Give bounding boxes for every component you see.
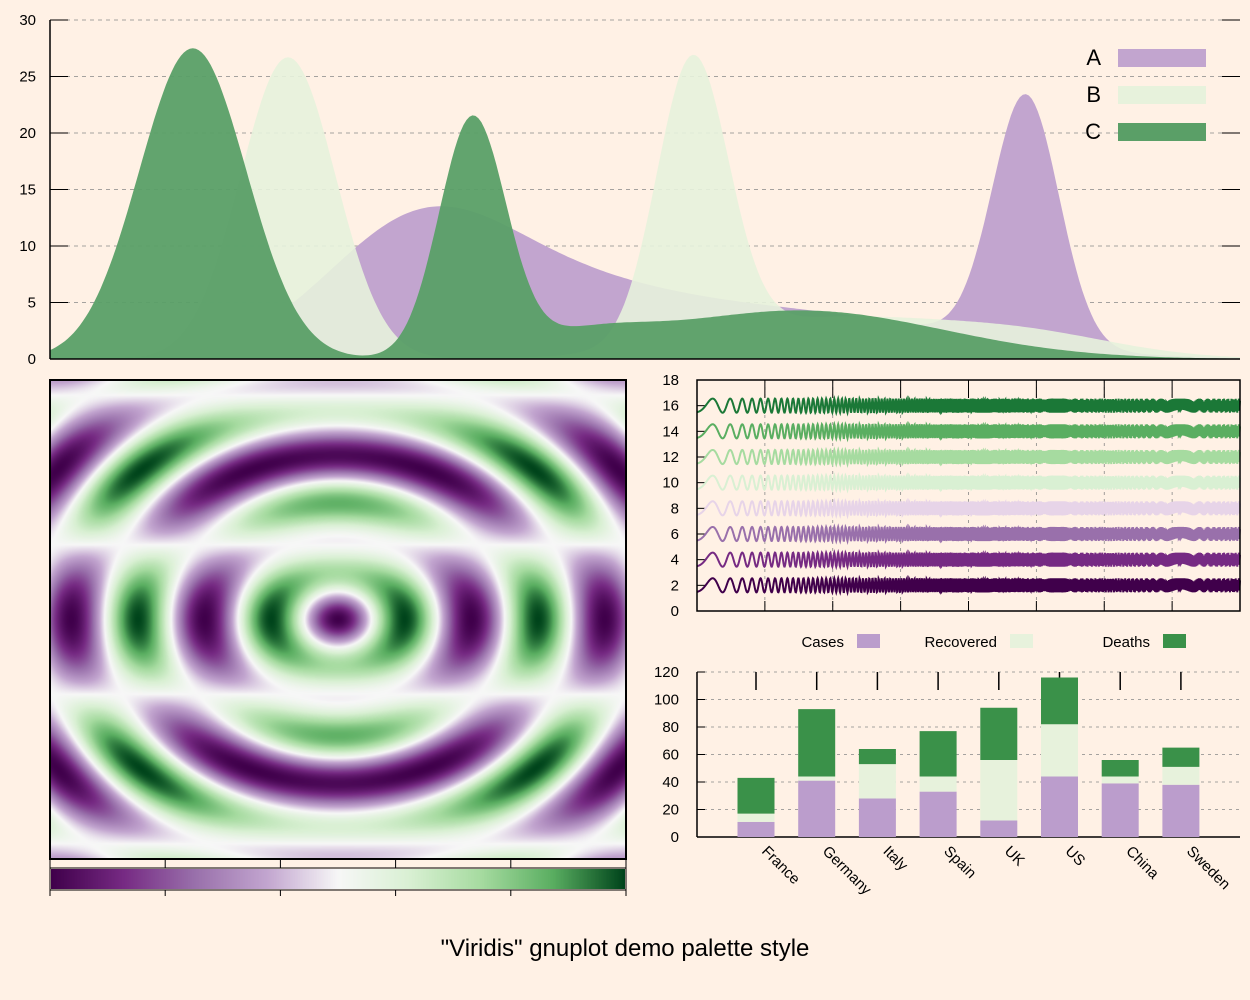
bar-cases bbox=[737, 821, 775, 837]
bar-recovered bbox=[858, 764, 896, 799]
bars-legend-swatch bbox=[857, 634, 880, 648]
peaks-ytick-label: 20 bbox=[19, 125, 36, 142]
bar-deaths bbox=[1101, 760, 1139, 777]
peaks-legend-swatch bbox=[1118, 86, 1206, 104]
bars-category-label: China bbox=[1122, 843, 1162, 883]
colorbar-canvas bbox=[51, 869, 625, 889]
peaks-ytick-label: 0 bbox=[28, 351, 36, 368]
bars-ytick-label: 0 bbox=[671, 829, 679, 846]
peaks-ytick-label: 5 bbox=[28, 295, 36, 312]
bar-deaths bbox=[1162, 747, 1200, 767]
bar-cases bbox=[858, 798, 896, 837]
bar-recovered bbox=[737, 813, 775, 822]
waves-ytick-label: 4 bbox=[671, 552, 679, 569]
bars-category-label: Sweden bbox=[1183, 843, 1233, 893]
waves-series-8 bbox=[696, 497, 1241, 520]
waves-series-12 bbox=[696, 446, 1241, 469]
peaks-series-B bbox=[50, 54, 1240, 360]
bar-cases bbox=[919, 791, 957, 837]
bar-deaths bbox=[1041, 677, 1078, 725]
bar-recovered bbox=[980, 760, 1018, 821]
peaks-legend-label: A bbox=[1086, 45, 1101, 70]
waves-ytick-label: 2 bbox=[671, 577, 679, 594]
bar-cases bbox=[980, 820, 1018, 837]
bar-cases bbox=[798, 780, 836, 837]
bars-category-label: UK bbox=[1001, 843, 1028, 870]
bar-deaths bbox=[919, 731, 957, 777]
peaks-ytick-label: 30 bbox=[19, 12, 36, 29]
bars-ytick-label: 60 bbox=[662, 747, 679, 764]
bar-cases bbox=[1162, 784, 1200, 837]
bars-category-label: US bbox=[1062, 843, 1089, 870]
colorbar-frame bbox=[49, 867, 627, 891]
waves-series-4 bbox=[696, 548, 1241, 571]
heatmap-frame bbox=[49, 379, 627, 860]
bars-ytick-label: 20 bbox=[662, 802, 679, 819]
waves-series-2 bbox=[696, 574, 1241, 597]
peaks-ytick-label: 10 bbox=[19, 238, 36, 255]
bar-recovered bbox=[1041, 724, 1078, 777]
waves-series-6 bbox=[696, 523, 1241, 546]
bar-deaths bbox=[980, 707, 1018, 760]
bar-recovered bbox=[919, 776, 957, 792]
waves-series-14 bbox=[696, 420, 1241, 443]
peaks-ytick-label: 15 bbox=[19, 182, 36, 199]
bars-category-label: France bbox=[758, 843, 803, 888]
peaks-legend-swatch bbox=[1118, 123, 1206, 141]
bars-ytick-label: 120 bbox=[654, 664, 679, 681]
waves-ytick-label: 6 bbox=[671, 526, 679, 543]
peaks-series-C bbox=[50, 48, 1240, 359]
bars-legend-label: Cases bbox=[801, 634, 844, 651]
bars-category-label: Spain bbox=[940, 843, 979, 882]
bar-deaths bbox=[858, 749, 896, 765]
waves-series-10 bbox=[696, 471, 1241, 494]
bars-ytick-label: 80 bbox=[662, 719, 679, 736]
bar-recovered bbox=[1101, 776, 1139, 784]
waves-ytick-label: 8 bbox=[671, 500, 679, 517]
bars-legend-label: Deaths bbox=[1102, 634, 1150, 651]
heatmap-canvas bbox=[51, 381, 625, 858]
bars-legend-swatch bbox=[1010, 634, 1033, 648]
peaks-legend-label: B bbox=[1086, 82, 1101, 107]
waves-ytick-label: 10 bbox=[662, 475, 679, 492]
bars-legend-swatch bbox=[1163, 634, 1186, 648]
bar-deaths bbox=[798, 709, 836, 777]
bars-legend-label: Recovered bbox=[924, 634, 997, 651]
peaks-legend-swatch bbox=[1118, 49, 1206, 67]
waves-ytick-label: 16 bbox=[662, 398, 679, 415]
bar-recovered bbox=[798, 776, 836, 781]
bars-category-label: Germany bbox=[819, 843, 875, 899]
waves-series-16 bbox=[696, 394, 1241, 417]
bar-cases bbox=[1101, 783, 1139, 837]
waves-ytick-label: 12 bbox=[662, 449, 679, 466]
waves-ytick-label: 0 bbox=[671, 603, 679, 620]
bars-category-label: Italy bbox=[880, 843, 912, 875]
bars-ytick-label: 40 bbox=[662, 774, 679, 791]
bar-deaths bbox=[737, 777, 775, 814]
bar-cases bbox=[1041, 776, 1078, 837]
waves-ytick-label: 18 bbox=[662, 372, 679, 389]
bars-ytick-label: 100 bbox=[654, 692, 679, 709]
peaks-ytick-label: 25 bbox=[19, 69, 36, 86]
peaks-legend-label: C bbox=[1085, 119, 1101, 144]
bar-recovered bbox=[1162, 766, 1200, 785]
page-title: "Viridis" gnuplot demo palette style bbox=[440, 935, 810, 962]
waves-frame bbox=[696, 379, 1241, 612]
waves-ytick-label: 14 bbox=[662, 423, 679, 440]
